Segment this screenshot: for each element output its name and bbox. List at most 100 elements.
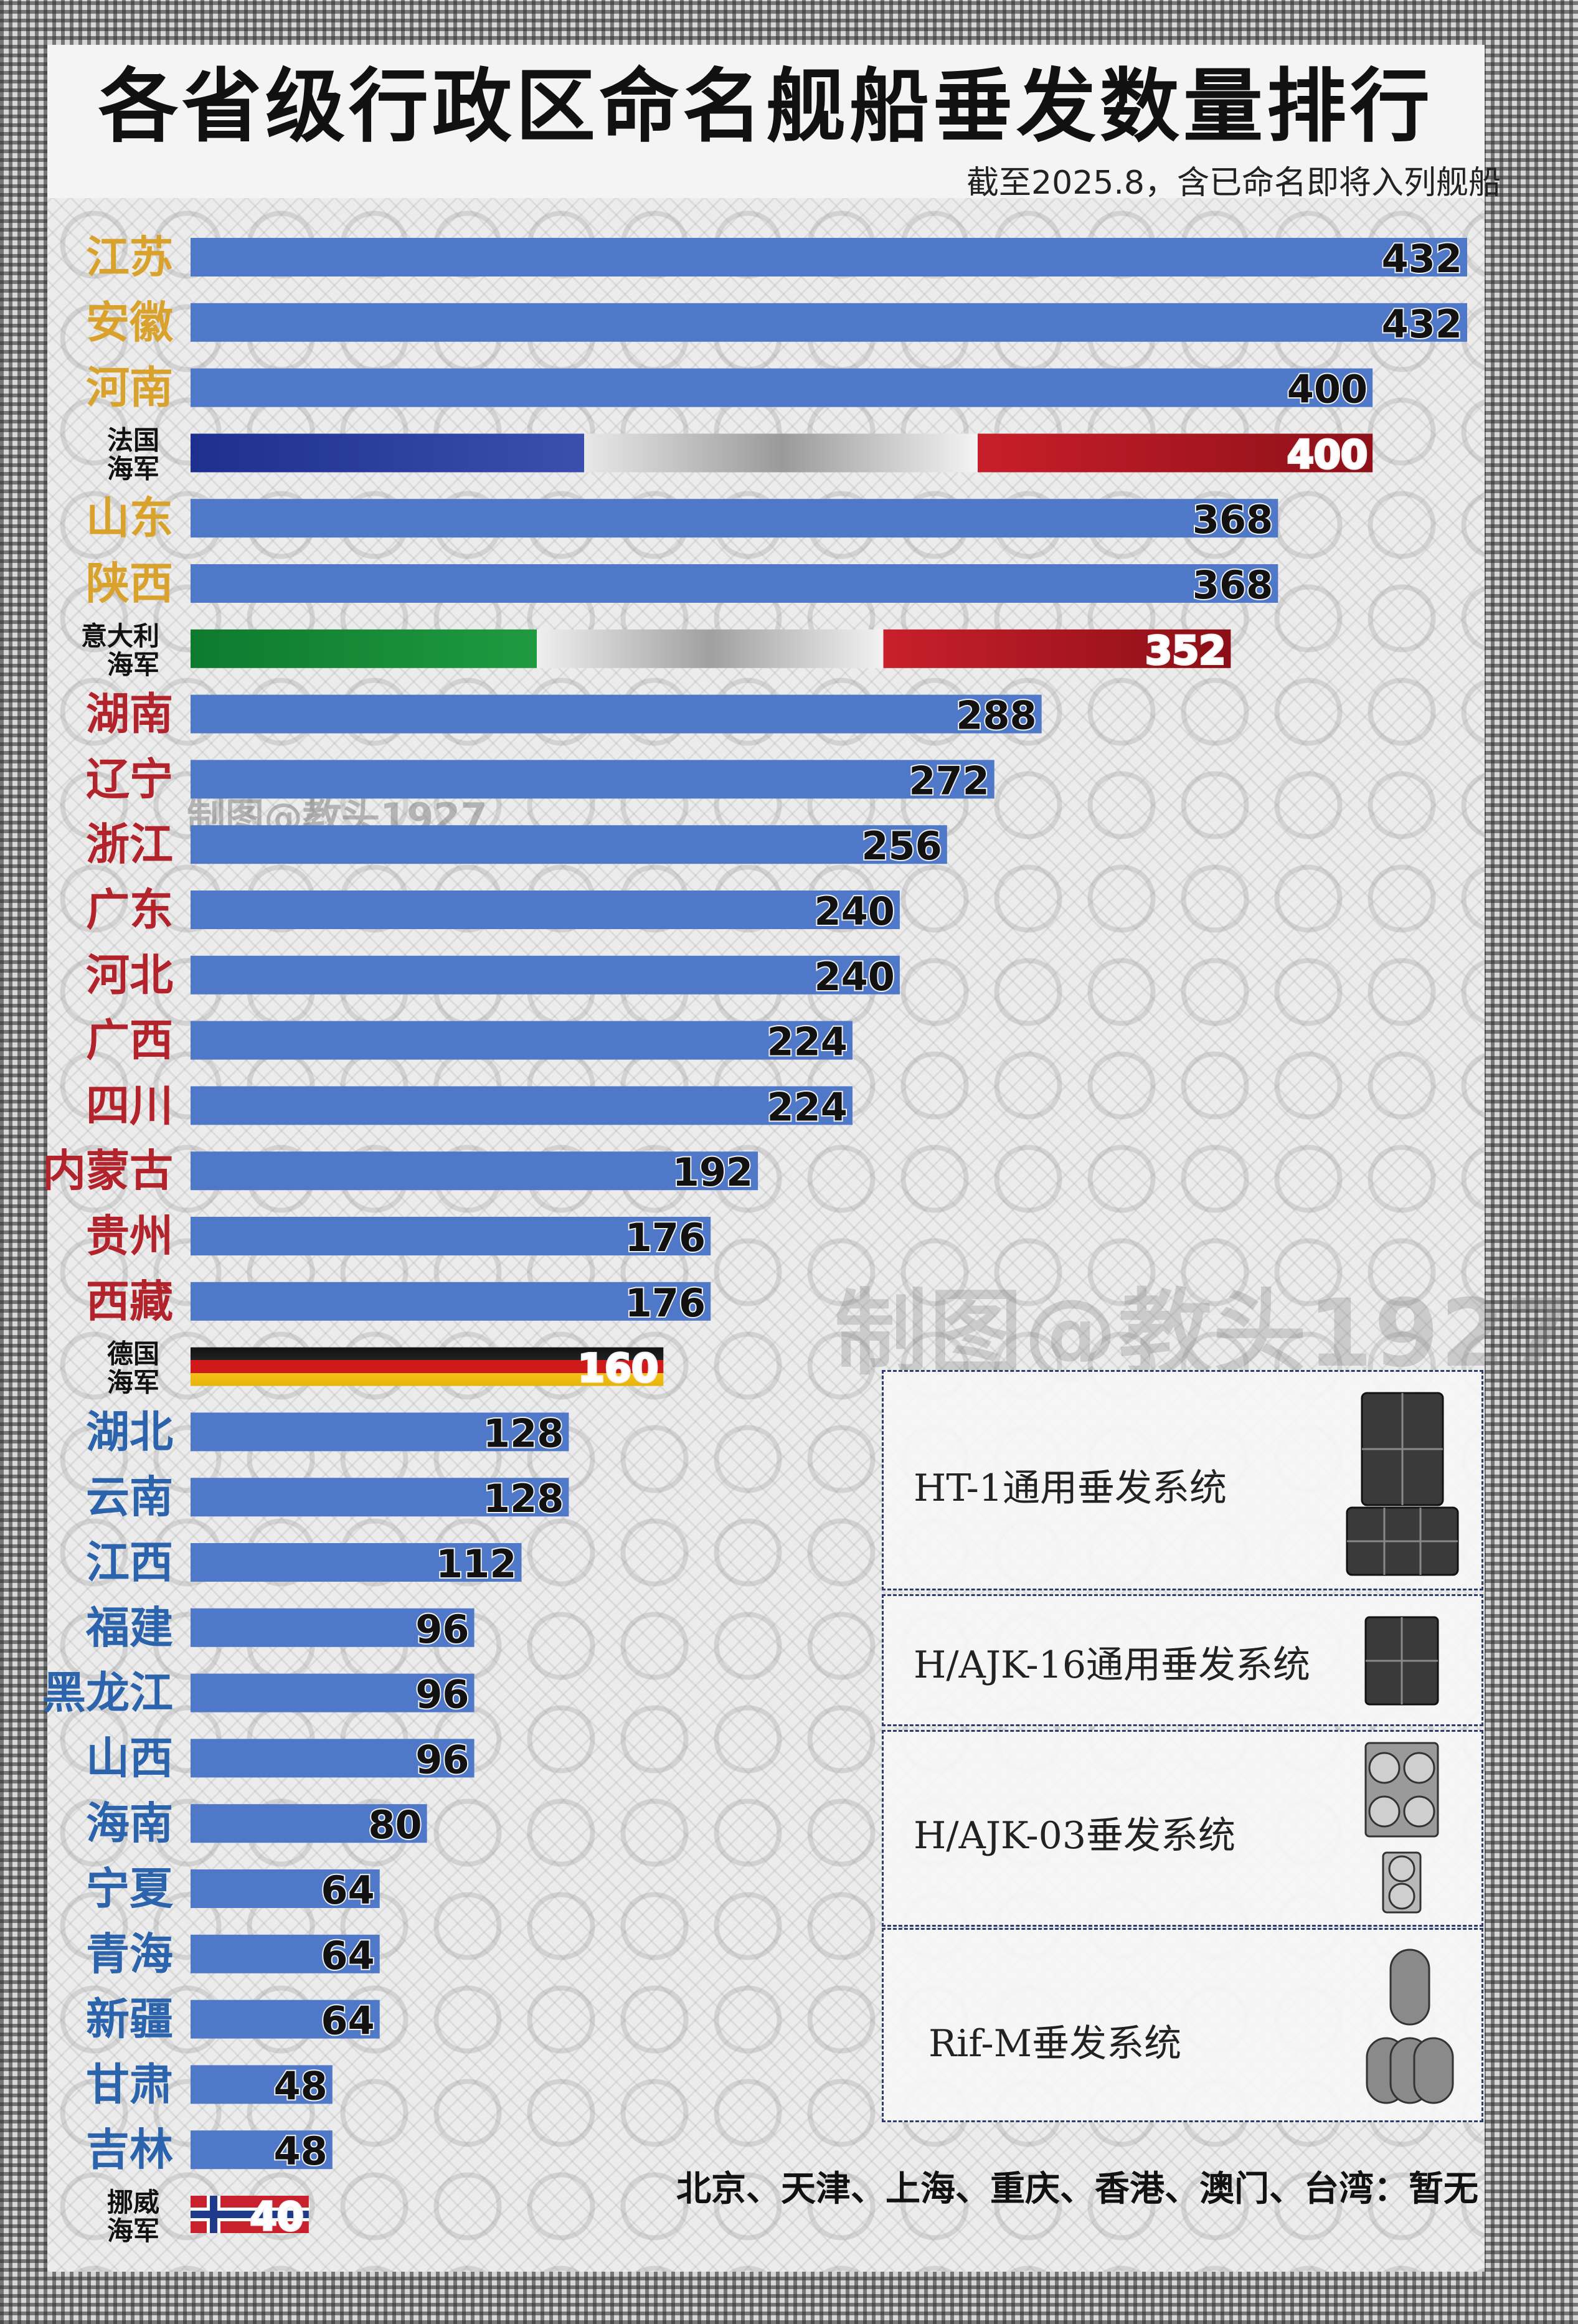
category-label: 德国海军	[107, 1339, 159, 1398]
category-label: 广西	[86, 1014, 173, 1066]
bar-挪威海军	[191, 2196, 309, 2234]
bar-四川	[191, 1086, 853, 1125]
bar-甘肃	[191, 2065, 333, 2104]
rifm-launcher-icon	[1366, 1948, 1454, 2104]
category-label: 新疆	[86, 1993, 173, 2045]
category-label: 山东	[86, 492, 173, 544]
value-label: 96	[415, 1672, 469, 1717]
value-label: 240	[814, 889, 894, 934]
legend-label-rifm: Rif-M垂发系统	[928, 2022, 1182, 2066]
value-label: 272	[909, 758, 989, 803]
value-label: 48	[273, 2128, 327, 2174]
category-label: 西藏	[86, 1275, 173, 1327]
value-label: 256	[861, 823, 942, 869]
bar-贵州	[191, 1217, 711, 1255]
bar-意大利海军	[191, 629, 1231, 668]
category-label: 法国海军	[107, 425, 159, 484]
hajk16-launcher-icon	[1364, 1616, 1439, 1706]
bar-浙江	[191, 825, 947, 864]
bar-福建	[191, 1608, 475, 1647]
value-label: 64	[321, 1868, 374, 1913]
category-label: 江苏	[86, 231, 173, 283]
category-label: 湖北	[86, 1405, 173, 1457]
legend-item-rifm: Rif-M垂发系统	[882, 1928, 1483, 2122]
category-label: 河北	[86, 949, 173, 1001]
bar-黑龙江	[191, 1673, 475, 1712]
value-label: 432	[1382, 301, 1462, 347]
category-label: 浙江	[86, 818, 173, 870]
value-label: 48	[273, 2063, 327, 2109]
value-label: 64	[321, 1933, 374, 1978]
bar-广西	[191, 1021, 853, 1060]
category-label: 四川	[86, 1079, 173, 1131]
category-label: 安徽	[86, 296, 174, 348]
value-label: 64	[321, 1998, 374, 2044]
category-label: 云南	[86, 1471, 173, 1523]
bar-江西	[191, 1543, 522, 1582]
value-label: 40	[250, 2194, 304, 2239]
value-label: 368	[1193, 497, 1273, 542]
bar-河北	[191, 955, 900, 994]
category-label: 陕西	[86, 557, 173, 609]
chart-panel	[47, 198, 1485, 2272]
value-label: 160	[578, 1346, 658, 1391]
bar-宁夏	[191, 1869, 380, 1908]
category-label: 宁夏	[86, 1863, 174, 1914]
category-label: 吉林	[86, 2123, 173, 2175]
value-label: 288	[956, 693, 1036, 739]
bar-德国海军	[191, 1347, 664, 1386]
chart-subtitle: 截至2025.8，含已命名即将入列舰船	[966, 164, 1501, 202]
bar-法国海军	[191, 433, 1373, 473]
value-label: 80	[368, 1802, 422, 1848]
legend-label-hajk16: H/AJK-16通用垂发系统	[914, 1643, 1311, 1687]
bar-新疆	[191, 2000, 380, 2039]
category-label: 湖南	[86, 688, 173, 740]
category-label: 挪威海军	[107, 2187, 159, 2246]
category-label: 青海	[86, 1928, 173, 1980]
value-label: 240	[814, 954, 894, 999]
value-label: 224	[767, 1019, 848, 1065]
bar-安徽	[191, 303, 1467, 342]
chart-title: 各省级行政区命名舰船垂发数量排行	[98, 60, 1434, 153]
value-label: 368	[1193, 562, 1273, 608]
value-label: 192	[673, 1150, 753, 1195]
bar-山东	[191, 499, 1278, 538]
bar-陕西	[191, 564, 1278, 603]
bar-山西	[191, 1739, 475, 1778]
bar-江苏	[191, 238, 1467, 276]
value-label: 128	[483, 1476, 564, 1521]
category-label: 内蒙古	[42, 1145, 173, 1196]
category-label: 山西	[86, 1732, 173, 1783]
category-label: 甘肃	[86, 2058, 173, 2110]
bar-吉林	[191, 2130, 333, 2170]
bar-青海	[191, 1934, 380, 1973]
value-label: 96	[415, 1737, 469, 1782]
value-label: 112	[436, 1541, 516, 1587]
bar-海南	[191, 1804, 427, 1843]
value-label: 176	[625, 1280, 706, 1326]
bar-内蒙古	[191, 1151, 758, 1191]
bars-group: 432 江苏 432 安徽 400 河南 400 法国海军 368 山东 368 陕西 352 意大利海军…	[42, 231, 1467, 2246]
title-band	[47, 45, 1485, 198]
category-label: 广东	[86, 884, 173, 935]
category-label: 贵州	[86, 1210, 173, 1262]
bar-河南	[191, 368, 1373, 407]
value-label: 432	[1382, 236, 1462, 281]
category-label: 海南	[86, 1797, 173, 1849]
footnote: 北京、天津、上海、重庆、香港、澳门、台湾：暂无	[676, 2168, 1478, 2209]
value-label: 400	[1287, 367, 1368, 412]
value-label: 96	[415, 1607, 469, 1652]
category-label: 福建	[85, 1602, 173, 1653]
category-label: 江西	[86, 1536, 173, 1588]
legend-item-ht1: HT-1通用垂发系统	[882, 1370, 1483, 1590]
bar-广东	[191, 890, 900, 929]
category-label: 黑龙江	[42, 1667, 173, 1719]
value-label: 224	[767, 1084, 848, 1130]
hajk03-launcher-icon	[1364, 1742, 1439, 1914]
legend-label-hajk03: H/AJK-03垂发系统	[914, 1814, 1236, 1858]
category-label: 意大利海军	[81, 621, 159, 680]
category-label: 河南	[86, 362, 173, 413]
category-label: 辽宁	[86, 753, 173, 805]
legend-label-ht1: HT-1通用垂发系统	[914, 1467, 1227, 1510]
